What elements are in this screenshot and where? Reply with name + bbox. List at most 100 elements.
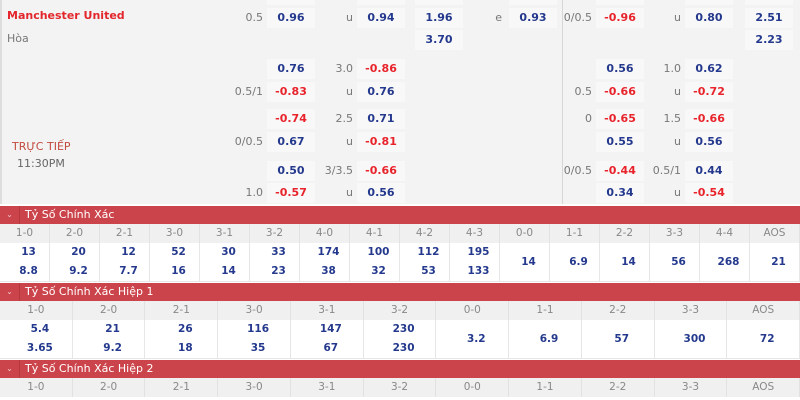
odds-cell[interactable]: 0.71 [357,109,405,129]
score-odds-value[interactable]: 14 [221,265,236,277]
chevron-down-icon[interactable]: ⌄ [0,283,20,301]
score-label: 3-2 [250,224,300,243]
odds-cell[interactable]: 0.50 [267,161,315,181]
odds-cell[interactable]: 0.76 [357,82,405,102]
odds-cell[interactable]: 0.44 [685,161,733,181]
score-odds-value[interactable]: 20 [71,246,86,258]
score-odds-value[interactable]: 13 [21,246,36,258]
score-odds-value[interactable]: 268 [717,255,740,268]
odds-cell[interactable]: -0.96 [596,8,644,28]
score-odds-value[interactable]: 14 [521,255,536,268]
odds-cell[interactable]: 2.51 [745,8,793,28]
odds-cell[interactable]: -0.74 [267,109,315,129]
score-odds-value[interactable]: 300 [683,332,706,345]
score-odds-value[interactable]: 133 [467,265,490,277]
score-odds-value[interactable]: 195 [467,246,490,258]
odds-cell[interactable]: 0.56 [357,183,405,203]
odds-cell[interactable]: 0.56 [596,59,644,79]
odds-line-label: 0.5 [245,11,264,24]
score-odds-value[interactable]: 30 [221,246,236,258]
section-header[interactable]: ⌄ Tỷ Số Chính Xác [0,206,800,224]
odds-cell[interactable] [267,0,315,5]
odds-cell[interactable]: -0.54 [685,183,733,203]
section-header[interactable]: ⌄ Tỷ Số Chính Xác Hiệp 1 [0,283,800,301]
odds-cell[interactable]: -0.72 [685,82,733,102]
odds-cell[interactable]: 0.56 [685,132,733,152]
score-odds-value[interactable]: 72 [759,332,775,345]
chevron-down-icon[interactable]: ⌄ [0,360,20,378]
score-odds-value[interactable]: 56 [671,255,686,268]
odds-cell[interactable]: 1.96 [415,8,463,28]
score-odds-value[interactable]: 3.2 [466,332,486,345]
score-odds-value[interactable]: 53 [421,265,436,277]
score-odds-value[interactable]: 100 [367,246,390,258]
score-odds-value[interactable]: 67 [323,342,339,354]
score-odds-value[interactable]: 32 [371,265,386,277]
score-odds-value[interactable]: 6.9 [539,332,559,345]
odds-cell[interactable]: -0.44 [596,161,644,181]
score-odds-cell: 5.4 3.65 [0,320,73,359]
odds-cell[interactable]: -0.66 [357,161,405,181]
odds-cell[interactable]: 0.76 [267,59,315,79]
odds-cell[interactable] [509,0,557,5]
score-odds-value[interactable]: 174 [317,246,340,258]
score-odds-value[interactable]: 147 [319,323,342,335]
odds-line-label: 1.0 [663,62,682,75]
chevron-down-icon[interactable]: ⌄ [0,206,20,224]
score-header-row: 1-0 2-0 2-1 3-0 3-1 3-2 0-0 1-1 2-2 3-3 AOS [0,301,800,320]
odds-cell[interactable]: 0.93 [509,8,557,28]
score-odds-cell: 195 133 [450,243,500,282]
score-odds-value[interactable]: 230 [392,323,415,335]
score-odds-value[interactable]: 230 [392,342,415,354]
score-odds-row: 5.4 3.65 21 9.2 26 18 116 35 147 67 230 230 3.2 6.9 57… [0,320,800,359]
score-odds-value[interactable]: 112 [417,246,440,258]
odds-cell[interactable] [745,0,793,5]
odds-cell[interactable] [685,0,733,5]
odds-cell[interactable]: -0.66 [596,82,644,102]
odds-line-label: 0.5/1 [652,164,681,177]
odds-cell[interactable]: -0.83 [267,82,315,102]
odds-cell[interactable]: -0.66 [685,109,733,129]
odds-cell[interactable] [596,0,644,5]
score-odds-value[interactable]: 52 [171,246,186,258]
odds-cell[interactable] [415,0,463,5]
score-odds-value[interactable]: 6.9 [569,255,588,268]
odds-cell[interactable]: 0.96 [267,8,315,28]
odds-cell[interactable]: 0.62 [685,59,733,79]
odds-cell[interactable]: -0.86 [357,59,405,79]
score-odds-value[interactable]: 21 [105,323,120,335]
score-label: 4-2 [400,224,450,243]
home-team-name[interactable]: Manchester United [7,9,125,22]
score-odds-value[interactable]: 9.2 [69,265,88,277]
odds-cell[interactable]: 0.34 [596,183,644,203]
odds-cell[interactable] [357,0,405,5]
score-odds-value[interactable]: 8.8 [19,265,38,277]
odds-cell[interactable]: 0.94 [357,8,405,28]
score-odds-value[interactable]: 21 [771,255,786,268]
score-odds-value[interactable]: 3.65 [26,342,53,354]
odds-cell[interactable]: -0.65 [596,109,644,129]
score-odds-value[interactable]: 26 [178,323,193,335]
score-label: 2-0 [72,301,146,320]
score-odds-value[interactable]: 35 [250,342,266,354]
score-odds-value[interactable]: 23 [271,265,286,277]
score-odds-value[interactable]: 33 [271,246,286,258]
score-odds-value[interactable]: 116 [247,323,270,335]
odds-cell[interactable]: 2.23 [745,30,793,50]
score-odds-value[interactable]: 14 [621,255,636,268]
score-odds-value[interactable]: 38 [321,265,336,277]
odds-cell[interactable]: 0.55 [596,132,644,152]
score-odds-value[interactable]: 57 [614,332,630,345]
score-odds-value[interactable]: 9.2 [103,342,122,354]
score-odds-value[interactable]: 12 [121,246,136,258]
odds-cell[interactable]: 0.80 [685,8,733,28]
odds-cell[interactable]: -0.81 [357,132,405,152]
score-odds-value[interactable]: 16 [171,265,186,277]
score-odds-value[interactable]: 5.4 [30,323,50,335]
section-header[interactable]: ⌄ Tỷ Số Chính Xác Hiệp 2 [0,360,800,378]
odds-cell[interactable]: 3.70 [415,30,463,50]
odds-cell[interactable]: -0.57 [267,183,315,203]
score-odds-value[interactable]: 7.7 [119,265,138,277]
odds-cell[interactable]: 0.67 [267,132,315,152]
score-odds-value[interactable]: 18 [178,342,193,354]
